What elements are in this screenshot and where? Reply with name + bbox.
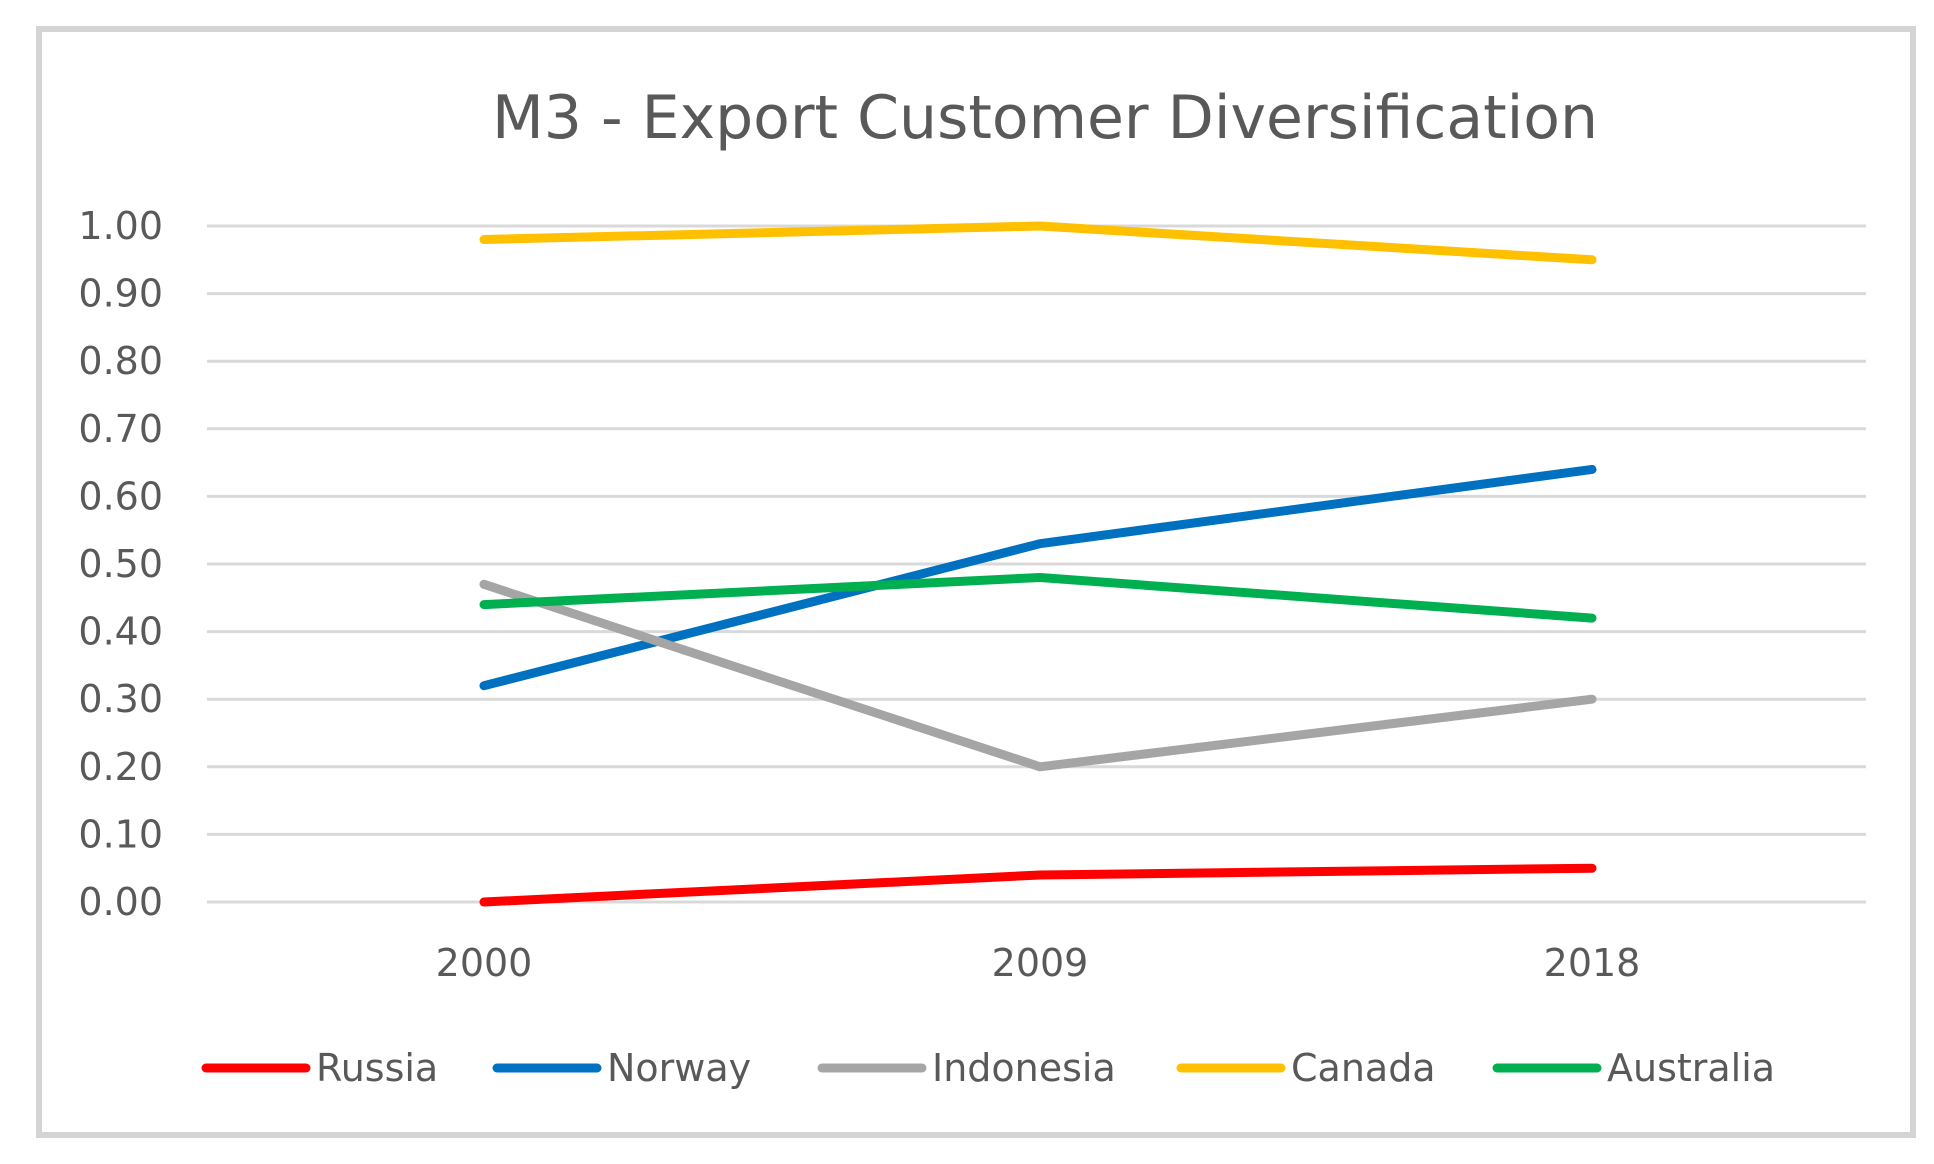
x-axis: 2000 2009 2018 — [436, 941, 1641, 985]
legend-label: Norway — [607, 1046, 751, 1090]
y-tick-label: 1.00 — [78, 204, 163, 248]
y-tick-label: 0.50 — [78, 542, 163, 586]
legend-label: Canada — [1291, 1046, 1436, 1090]
legend-label: Russia — [316, 1046, 438, 1090]
y-tick-label: 0.80 — [78, 339, 163, 383]
legend-item-norway: Norway — [492, 1046, 751, 1090]
legend-label: Australia — [1607, 1046, 1775, 1090]
y-tick-label: 0.90 — [78, 272, 163, 316]
y-tick-label: 0.60 — [78, 474, 163, 518]
y-axis: 0.00 0.10 0.20 0.30 0.40 0.50 0.60 0.70 0.80 0.90… — [78, 204, 163, 924]
y-tick-label: 0.00 — [78, 880, 163, 924]
y-tick-label: 0.20 — [78, 745, 163, 789]
y-tick-label: 0.10 — [78, 812, 163, 856]
x-tick-label: 2018 — [1544, 941, 1641, 985]
legend-item-indonesia: Indonesia — [817, 1046, 1116, 1090]
series-line-canada — [479, 221, 1597, 265]
series-line-indonesia — [479, 579, 1597, 772]
series-lines — [479, 221, 1597, 907]
y-tick-label: 0.40 — [78, 610, 163, 654]
gridlines — [207, 224, 1866, 904]
legend-item-canada: Canada — [1176, 1046, 1436, 1090]
series-line-australia — [479, 573, 1597, 623]
legend-item-russia: Russia — [201, 1046, 438, 1090]
y-tick-label: 0.30 — [78, 677, 163, 721]
series-line-russia — [479, 863, 1597, 907]
x-tick-label: 2009 — [992, 941, 1089, 985]
x-tick-label: 2000 — [436, 941, 533, 985]
series-line-norway — [479, 464, 1597, 691]
y-tick-label: 0.70 — [78, 407, 163, 451]
legend-label: Indonesia — [932, 1046, 1116, 1090]
legend-item-australia: Australia — [1492, 1046, 1775, 1090]
legend: Russia Norway Indonesia Canada Australia — [201, 1046, 1775, 1090]
chart-title: M3 - Export Customer Diversification — [492, 83, 1598, 153]
